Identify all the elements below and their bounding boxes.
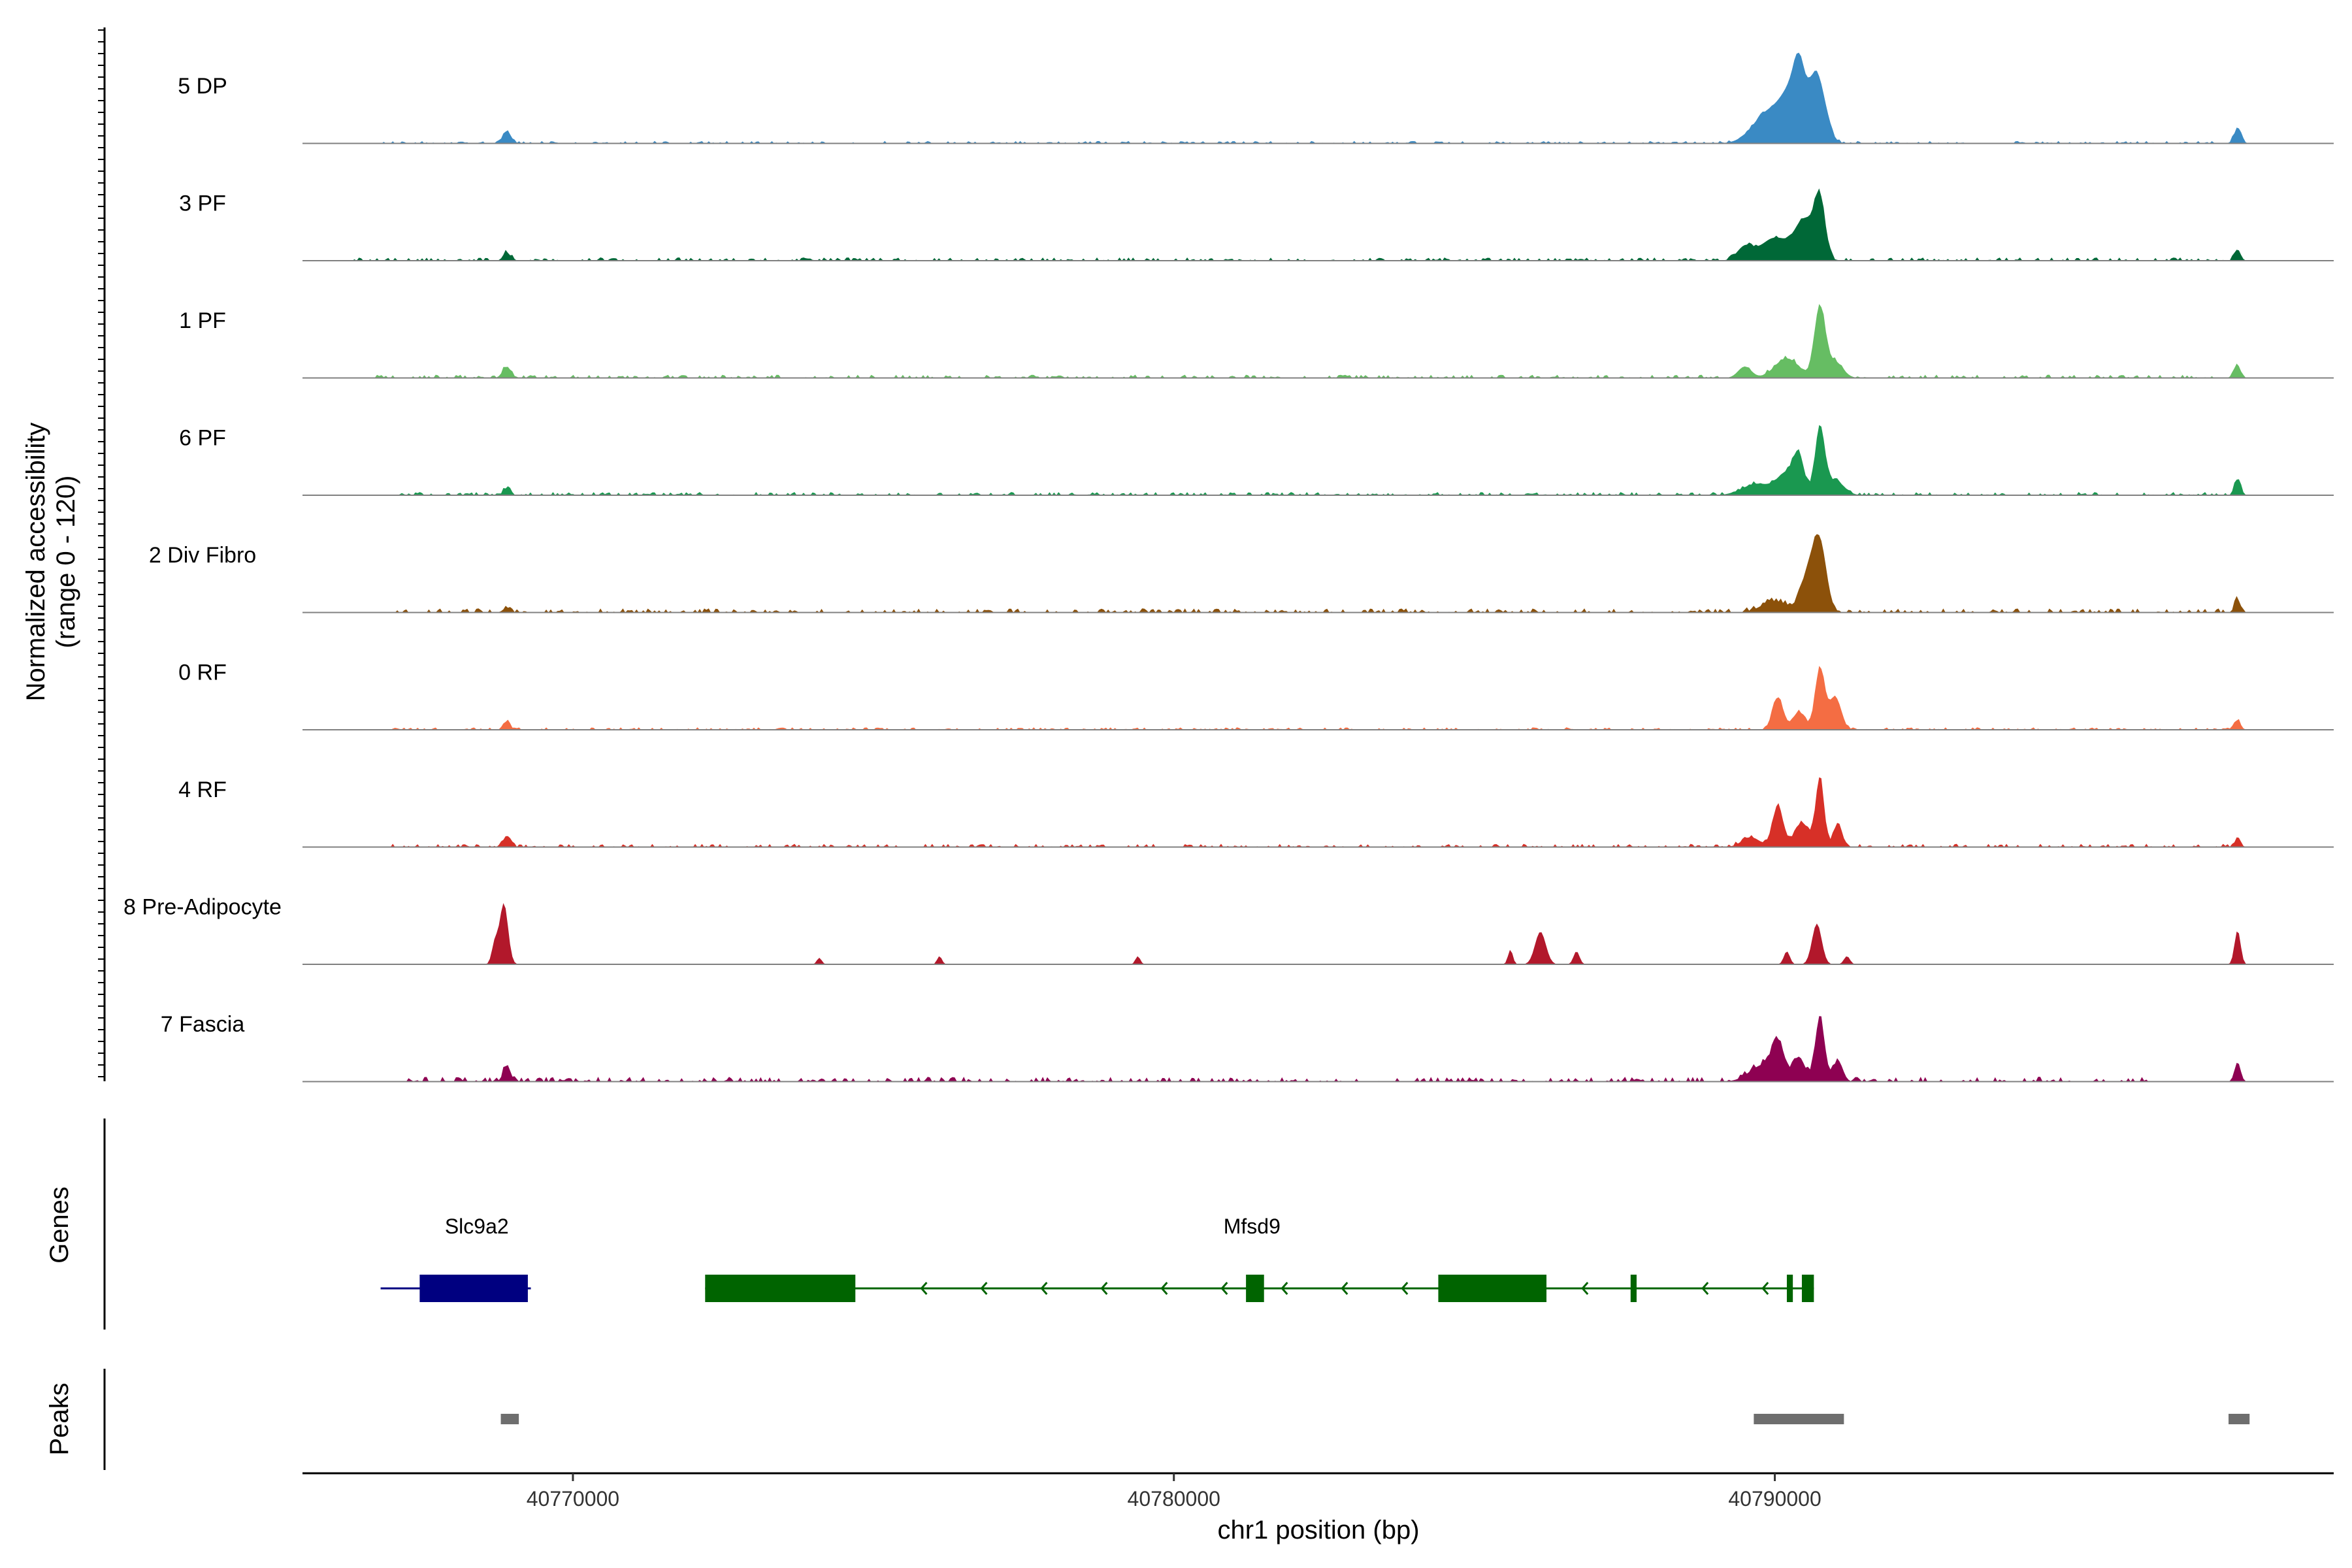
coverage-area	[302, 188, 2334, 261]
track-1-pf: 1 PF	[179, 304, 2334, 378]
track-label: 1 PF	[179, 308, 226, 333]
track-label: 3 PF	[179, 191, 226, 216]
track-label: 0 RF	[178, 661, 227, 685]
track-label: 8 Pre-Adipocyte	[123, 895, 282, 920]
coverage-tracks: 5 DP 3 PF 1 PF 6 PF 2 Div Fibro 0 RF 4 RF 8 Pre…	[123, 53, 2334, 1082]
x-tick-label: 40770000	[527, 1487, 619, 1511]
peaks-axis-title: Peaks	[45, 1382, 74, 1455]
track-0-rf: 0 RF	[178, 661, 2334, 730]
x-tick-label: 40790000	[1728, 1487, 1821, 1511]
y-axis-title-line1: Normalized accessibility	[22, 423, 50, 702]
x-tick-label: 40780000	[1128, 1487, 1220, 1511]
gene-label: Slc9a2	[445, 1215, 509, 1238]
x-axis-title: chr1 position (bp)	[1217, 1516, 1419, 1544]
peak-region	[2229, 1414, 2249, 1424]
track-2-div-fibro: 2 Div Fibro	[149, 534, 2334, 613]
coverage-area	[302, 903, 2334, 964]
track-label: 2 Div Fibro	[149, 543, 256, 568]
x-axis: 40770000 40780000 40790000	[302, 1473, 2334, 1511]
track-3-pf: 3 PF	[179, 188, 2334, 261]
track-8-pre-adipocyte: 8 Pre-Adipocyte	[123, 895, 2334, 965]
gene-label: Mfsd9	[1224, 1215, 1281, 1238]
genes-axis-title: Genes	[45, 1186, 74, 1264]
track-5-dp: 5 DP	[178, 53, 2334, 144]
coverage-area	[302, 534, 2334, 613]
track-4-rf: 4 RF	[178, 777, 2334, 847]
coverage-area	[302, 425, 2334, 495]
exon-block	[1787, 1275, 1793, 1302]
y-axis-title-line2: (range 0 - 120)	[52, 476, 80, 649]
peaks-panel	[105, 1369, 2249, 1470]
peak-region	[501, 1414, 519, 1424]
genes-panel: Slc9a2 Mfsd9	[105, 1119, 1814, 1330]
coverage-area	[302, 777, 2334, 847]
track-label: 7 Fascia	[161, 1012, 245, 1037]
exon-block	[1246, 1275, 1264, 1302]
coverage-area	[302, 53, 2334, 144]
accessibility-axis	[98, 27, 105, 1081]
exon-block	[1802, 1275, 1814, 1302]
coverage-area	[302, 666, 2334, 730]
gene-mfsd9: Mfsd9	[705, 1215, 1814, 1302]
peak-region	[1754, 1414, 1844, 1424]
exon-block	[1631, 1275, 1637, 1302]
track-label: 6 PF	[179, 426, 226, 451]
track-6-pf: 6 PF	[179, 425, 2334, 495]
track-7-fascia: 7 Fascia	[161, 1012, 2334, 1082]
exon-block	[705, 1275, 855, 1302]
coverage-area	[302, 1016, 2334, 1081]
gene-slc9a2: Slc9a2	[381, 1215, 531, 1302]
exon-block	[419, 1275, 528, 1302]
track-label: 4 RF	[178, 777, 227, 802]
track-label: 5 DP	[178, 74, 227, 99]
coverage-area	[302, 304, 2334, 378]
exon-block	[1438, 1275, 1546, 1302]
